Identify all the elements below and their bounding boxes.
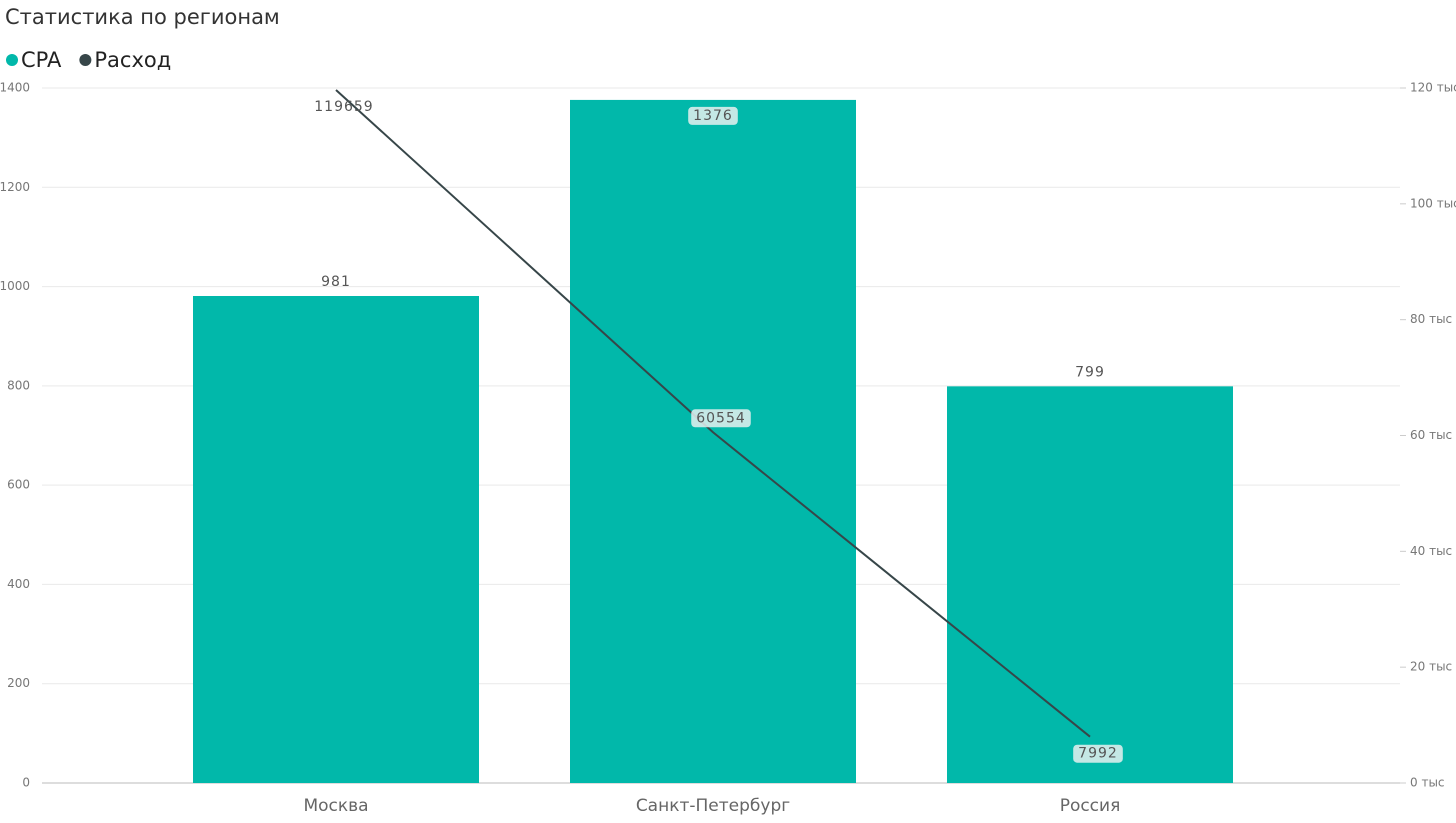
data-label: 981: [321, 274, 351, 290]
legend-label: Расход: [94, 48, 171, 72]
y2-tick-label: 80 тыс: [1410, 312, 1452, 326]
y-tick-label: 600: [7, 478, 30, 492]
y2-tick-label: 60 тыс: [1410, 428, 1452, 442]
data-label-bg: [688, 106, 738, 125]
x-tick-label: Санкт-Петербург: [636, 796, 790, 816]
data-label: 7992: [1078, 746, 1118, 762]
x-tick-label: Россия: [1060, 796, 1121, 816]
y-tick-label: 1000: [0, 279, 30, 293]
legend-label: CPA: [21, 48, 62, 72]
y2-tick-label: 120 тыс: [1410, 81, 1456, 95]
data-label-bg: [1073, 744, 1123, 763]
data-label-bg: [691, 409, 751, 428]
bar: [947, 386, 1233, 783]
y2-tick-label: 20 тыс: [1410, 660, 1452, 674]
x-tick-label: Москва: [303, 796, 368, 816]
y-tick-label: 1400: [0, 81, 30, 95]
y-tick-label: 400: [7, 577, 30, 591]
data-label: 60554: [696, 410, 746, 426]
chart-title: Статистика по регионам: [5, 5, 280, 29]
legend-marker: [6, 54, 18, 66]
y2-tick-label: 100 тыс: [1410, 196, 1456, 210]
bar: [193, 296, 479, 783]
data-label: 799: [1075, 364, 1105, 380]
legend-marker: [79, 54, 92, 66]
y2-tick-label: 40 тыс: [1410, 544, 1452, 558]
y-tick-label: 200: [7, 676, 30, 690]
line: [335, 89, 1091, 738]
data-label: 1376: [693, 108, 733, 124]
y-tick-label: 800: [7, 378, 30, 392]
y2-tick-label: 0 тыс: [1410, 776, 1445, 790]
y-tick-label: 1200: [0, 180, 30, 194]
y-tick-label: 0: [22, 776, 30, 790]
data-label: 119659: [314, 99, 373, 115]
bar: [570, 99, 856, 783]
